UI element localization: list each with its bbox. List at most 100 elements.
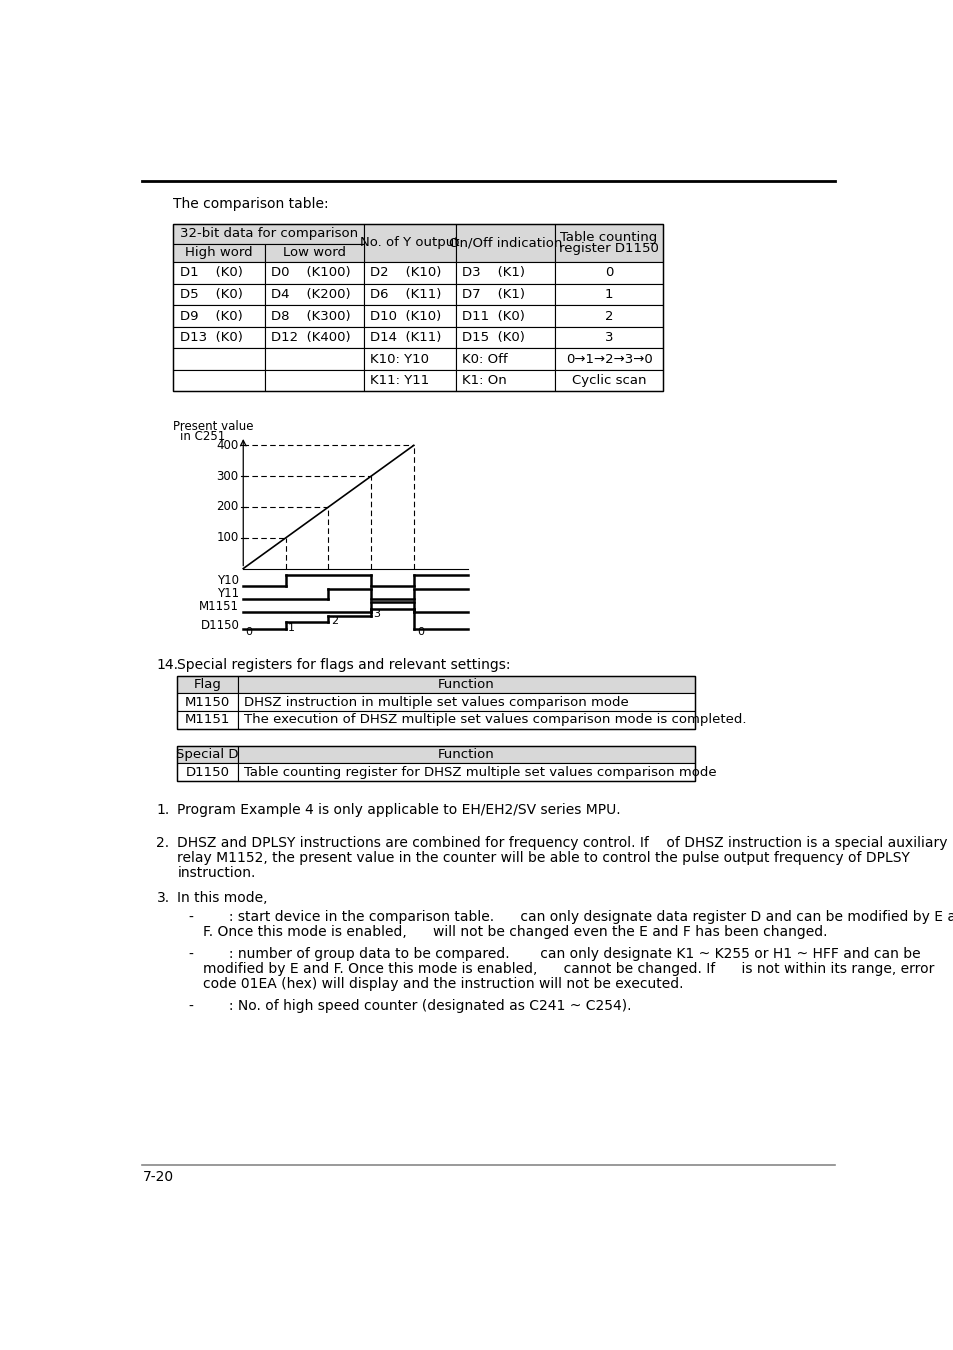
Text: K0: Off: K0: Off xyxy=(461,352,507,366)
Text: Program Example 4 is only applicable to EH/EH2/SV series MPU.: Program Example 4 is only applicable to … xyxy=(177,803,620,817)
Bar xyxy=(173,224,662,392)
Text: D13  (K0): D13 (K0) xyxy=(179,331,242,344)
Bar xyxy=(364,305,456,327)
Text: D10  (K10): D10 (K10) xyxy=(370,309,441,323)
Text: D9    (K0): D9 (K0) xyxy=(179,309,242,323)
Text: D15  (K0): D15 (K0) xyxy=(461,331,524,344)
Bar xyxy=(364,327,456,348)
Text: Low word: Low word xyxy=(283,246,346,259)
Bar xyxy=(265,327,364,348)
Text: D6    (K11): D6 (K11) xyxy=(370,288,441,301)
Text: Special registers for flags and relevant settings:: Special registers for flags and relevant… xyxy=(177,657,511,672)
Text: code 01EA (hex) will display and the instruction will not be executed.: code 01EA (hex) will display and the ins… xyxy=(203,977,682,991)
Bar xyxy=(364,370,456,392)
Text: No. of Y output: No. of Y output xyxy=(359,236,459,250)
Bar xyxy=(173,224,364,243)
Text: M1150: M1150 xyxy=(185,695,230,709)
Text: 100: 100 xyxy=(216,532,238,544)
Text: 2: 2 xyxy=(604,309,613,323)
Text: D12  (K400): D12 (K400) xyxy=(271,331,351,344)
Text: K1: On: K1: On xyxy=(461,374,506,387)
Bar xyxy=(364,224,456,262)
Text: F. Once this mode is enabled,      will not be changed even the E and F has been: F. Once this mode is enabled, will not b… xyxy=(203,925,826,940)
Text: Y11: Y11 xyxy=(217,587,239,601)
Bar xyxy=(456,348,555,370)
Bar xyxy=(177,694,237,711)
Text: 2.: 2. xyxy=(156,836,170,849)
Text: 14.: 14. xyxy=(156,657,178,672)
Bar xyxy=(364,284,456,305)
Bar xyxy=(456,284,555,305)
Text: Flag: Flag xyxy=(193,678,221,691)
Text: D2    (K10): D2 (K10) xyxy=(370,266,441,279)
Text: 0→1→2→3→0: 0→1→2→3→0 xyxy=(565,352,652,366)
Text: instruction.: instruction. xyxy=(177,867,255,880)
Bar xyxy=(237,694,695,711)
Text: D14  (K11): D14 (K11) xyxy=(370,331,441,344)
Bar xyxy=(265,262,364,284)
Bar xyxy=(173,262,265,284)
Text: Table counting register for DHSZ multiple set values comparison mode: Table counting register for DHSZ multipl… xyxy=(244,765,716,779)
Text: D0    (K100): D0 (K100) xyxy=(271,266,351,279)
Bar xyxy=(173,370,265,392)
Text: Table counting: Table counting xyxy=(559,231,657,244)
Bar xyxy=(173,284,265,305)
Text: -        : number of group data to be compared.       can only designate K1 ~ K2: - : number of group data to be compared.… xyxy=(189,946,920,961)
Bar xyxy=(555,327,662,348)
Bar xyxy=(555,305,662,327)
Bar xyxy=(364,262,456,284)
Bar xyxy=(364,348,456,370)
Text: D3    (K1): D3 (K1) xyxy=(461,266,524,279)
Bar xyxy=(177,763,237,782)
Text: Function: Function xyxy=(437,748,495,761)
Text: Function: Function xyxy=(437,678,495,691)
Text: -        : start device in the comparison table.      can only designate data re: - : start device in the comparison table… xyxy=(189,910,953,923)
Bar xyxy=(237,711,695,729)
Text: Special D: Special D xyxy=(176,748,238,761)
Bar xyxy=(555,370,662,392)
Text: Present value: Present value xyxy=(173,420,253,432)
Text: 3: 3 xyxy=(373,609,380,620)
Text: 0: 0 xyxy=(416,628,423,637)
Text: 3: 3 xyxy=(604,331,613,344)
Bar xyxy=(177,745,695,782)
Text: 0: 0 xyxy=(245,628,252,637)
Text: 3.: 3. xyxy=(156,891,170,904)
Text: D1150: D1150 xyxy=(186,765,230,779)
Text: relay M1152, the present value in the counter will be able to control the pulse : relay M1152, the present value in the co… xyxy=(177,850,909,865)
Bar xyxy=(177,745,237,763)
Text: -        : No. of high speed counter (designated as C241 ~ C254).: - : No. of high speed counter (designate… xyxy=(189,999,631,1012)
Bar xyxy=(265,305,364,327)
Text: In this mode,: In this mode, xyxy=(177,891,268,904)
Text: D1    (K0): D1 (K0) xyxy=(179,266,242,279)
Text: 300: 300 xyxy=(216,470,238,483)
Text: D7    (K1): D7 (K1) xyxy=(461,288,524,301)
Text: 32-bit data for comparison: 32-bit data for comparison xyxy=(179,227,357,240)
Bar xyxy=(173,327,265,348)
Text: 1.: 1. xyxy=(156,803,170,817)
Bar xyxy=(555,262,662,284)
Text: 400: 400 xyxy=(216,439,238,452)
Bar xyxy=(237,675,695,694)
Text: K10: Y10: K10: Y10 xyxy=(370,352,429,366)
Text: K11: Y11: K11: Y11 xyxy=(370,374,429,387)
Text: M1151: M1151 xyxy=(185,713,230,726)
Text: Cyclic scan: Cyclic scan xyxy=(571,374,645,387)
Bar xyxy=(456,262,555,284)
Text: 0: 0 xyxy=(604,266,613,279)
Text: Y10: Y10 xyxy=(217,574,239,587)
Bar xyxy=(173,305,265,327)
Bar xyxy=(173,243,265,262)
Bar xyxy=(555,348,662,370)
Bar xyxy=(456,224,555,262)
Text: DHSZ instruction in multiple set values comparison mode: DHSZ instruction in multiple set values … xyxy=(244,695,628,709)
Text: 7-20: 7-20 xyxy=(142,1170,173,1184)
Text: The execution of DHSZ multiple set values comparison mode is completed.: The execution of DHSZ multiple set value… xyxy=(244,713,746,726)
Text: The comparison table:: The comparison table: xyxy=(173,197,329,212)
Bar xyxy=(237,763,695,782)
Text: 2: 2 xyxy=(331,617,337,626)
Bar xyxy=(555,284,662,305)
Bar xyxy=(173,348,265,370)
Text: D4    (K200): D4 (K200) xyxy=(271,288,351,301)
Text: M1151: M1151 xyxy=(199,601,239,613)
